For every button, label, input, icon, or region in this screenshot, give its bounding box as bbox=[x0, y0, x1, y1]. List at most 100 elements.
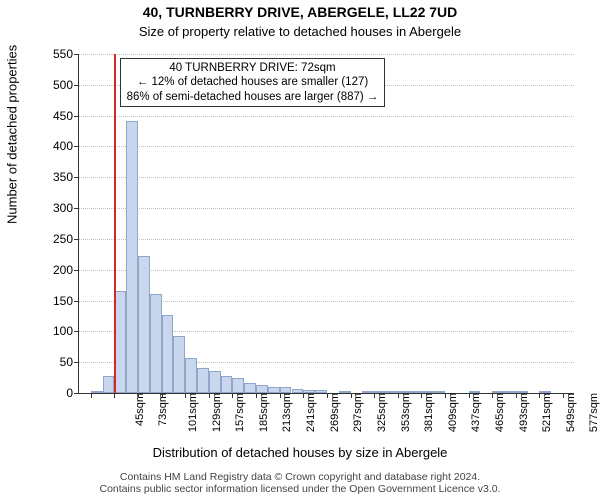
x-tick-mark bbox=[492, 393, 493, 398]
y-tick-label: 250 bbox=[53, 232, 73, 246]
x-tick-mark bbox=[138, 393, 139, 398]
x-tick-mark bbox=[563, 393, 564, 398]
histogram-bar bbox=[221, 376, 233, 393]
y-axis-label: Number of detached properties bbox=[5, 45, 20, 224]
footer-line-1: Contains HM Land Registry data © Crown c… bbox=[0, 471, 600, 484]
annotation-box: 40 TURNBERRY DRIVE: 72sqm ← 12% of detac… bbox=[120, 58, 386, 107]
histogram-bar bbox=[126, 121, 138, 393]
chart-wrapper: 40, TURNBERRY DRIVE, ABERGELE, LL22 7UD … bbox=[0, 0, 600, 500]
y-tick-label: 200 bbox=[53, 263, 73, 277]
plot-area: 40 TURNBERRY DRIVE: 72sqm ← 12% of detac… bbox=[78, 54, 574, 394]
y-tick-mark bbox=[74, 270, 79, 271]
x-tick-label: 353sqm bbox=[392, 393, 412, 432]
histogram-bar bbox=[173, 336, 185, 393]
annotation-line-2: ← 12% of detached houses are smaller (12… bbox=[127, 75, 379, 89]
attribution-footer: Contains HM Land Registry data © Crown c… bbox=[0, 471, 600, 496]
annotation-line-3: 86% of semi-detached houses are larger (… bbox=[127, 90, 379, 104]
x-tick-label: 185sqm bbox=[250, 393, 270, 432]
histogram-bar bbox=[150, 294, 162, 393]
x-tick-label: 409sqm bbox=[439, 393, 459, 432]
x-tick-mark bbox=[351, 393, 352, 398]
x-tick-label: 157sqm bbox=[226, 393, 246, 432]
histogram-bar bbox=[138, 256, 150, 393]
x-tick-label: 437sqm bbox=[463, 393, 483, 432]
gridline bbox=[79, 270, 574, 271]
x-tick-mark bbox=[421, 393, 422, 398]
y-tick-label: 450 bbox=[53, 109, 73, 123]
gridline bbox=[79, 177, 574, 178]
y-tick-mark bbox=[74, 239, 79, 240]
x-tick-label: 549sqm bbox=[557, 393, 577, 432]
histogram-bar bbox=[244, 383, 256, 393]
histogram-bar bbox=[114, 291, 126, 393]
x-tick-mark bbox=[232, 393, 233, 398]
histogram-bar bbox=[185, 358, 197, 393]
x-tick-mark bbox=[516, 393, 517, 398]
x-tick-label: 465sqm bbox=[486, 393, 506, 432]
x-tick-mark bbox=[303, 393, 304, 398]
histogram-bar bbox=[197, 368, 209, 393]
y-tick-label: 150 bbox=[53, 294, 73, 308]
y-tick-mark bbox=[74, 208, 79, 209]
x-tick-mark bbox=[539, 393, 540, 398]
x-tick-mark bbox=[374, 393, 375, 398]
x-tick-mark bbox=[162, 393, 163, 398]
chart-title: 40, TURNBERRY DRIVE, ABERGELE, LL22 7UD bbox=[0, 4, 600, 20]
histogram-bar bbox=[162, 315, 174, 393]
x-tick-mark bbox=[185, 393, 186, 398]
x-tick-mark bbox=[469, 393, 470, 398]
x-tick-mark bbox=[398, 393, 399, 398]
gridline bbox=[79, 208, 574, 209]
y-tick-mark bbox=[74, 116, 79, 117]
reference-line bbox=[114, 54, 116, 393]
footer-line-2: Contains public sector information licen… bbox=[0, 483, 600, 496]
histogram-bar bbox=[209, 371, 221, 393]
y-tick-label: 400 bbox=[53, 139, 73, 153]
y-tick-mark bbox=[74, 54, 79, 55]
x-tick-label: 577sqm bbox=[581, 393, 600, 432]
x-tick-label: 325sqm bbox=[368, 393, 388, 432]
x-tick-label: 269sqm bbox=[321, 393, 341, 432]
x-tick-mark bbox=[280, 393, 281, 398]
x-tick-label: 213sqm bbox=[274, 393, 294, 432]
x-tick-mark bbox=[256, 393, 257, 398]
y-tick-label: 0 bbox=[66, 386, 73, 400]
x-tick-label: 493sqm bbox=[510, 393, 530, 432]
y-tick-mark bbox=[74, 301, 79, 302]
x-tick-label: 45sqm bbox=[126, 393, 146, 426]
y-tick-label: 550 bbox=[53, 47, 73, 61]
x-tick-label: 381sqm bbox=[415, 393, 435, 432]
x-tick-label: 297sqm bbox=[344, 393, 364, 432]
x-tick-label: 101sqm bbox=[179, 393, 199, 432]
y-tick-mark bbox=[74, 331, 79, 332]
x-tick-label: 241sqm bbox=[297, 393, 317, 432]
gridline bbox=[79, 239, 574, 240]
y-tick-mark bbox=[74, 146, 79, 147]
x-tick-label: 73sqm bbox=[149, 393, 169, 426]
x-tick-label: 521sqm bbox=[533, 393, 553, 432]
y-tick-label: 350 bbox=[53, 170, 73, 184]
y-tick-mark bbox=[74, 362, 79, 363]
annotation-line-1: 40 TURNBERRY DRIVE: 72sqm bbox=[127, 61, 379, 75]
y-tick-mark bbox=[74, 177, 79, 178]
histogram-bar bbox=[232, 378, 244, 393]
x-tick-mark bbox=[445, 393, 446, 398]
x-tick-mark bbox=[209, 393, 210, 398]
y-tick-label: 500 bbox=[53, 78, 73, 92]
x-tick-mark bbox=[327, 393, 328, 398]
y-tick-mark bbox=[74, 393, 79, 394]
y-tick-label: 50 bbox=[60, 355, 73, 369]
chart-subtitle: Size of property relative to detached ho… bbox=[0, 24, 600, 39]
x-tick-mark bbox=[114, 393, 115, 398]
x-tick-label: 129sqm bbox=[203, 393, 223, 432]
gridline bbox=[79, 116, 574, 117]
y-tick-mark bbox=[74, 85, 79, 86]
gridline bbox=[79, 146, 574, 147]
y-tick-label: 100 bbox=[53, 324, 73, 338]
histogram-bar bbox=[91, 391, 103, 393]
gridline bbox=[79, 54, 574, 55]
histogram-bar bbox=[256, 385, 268, 393]
x-axis-label: Distribution of detached houses by size … bbox=[0, 445, 600, 460]
y-tick-label: 300 bbox=[53, 201, 73, 215]
x-tick-mark bbox=[91, 393, 92, 398]
